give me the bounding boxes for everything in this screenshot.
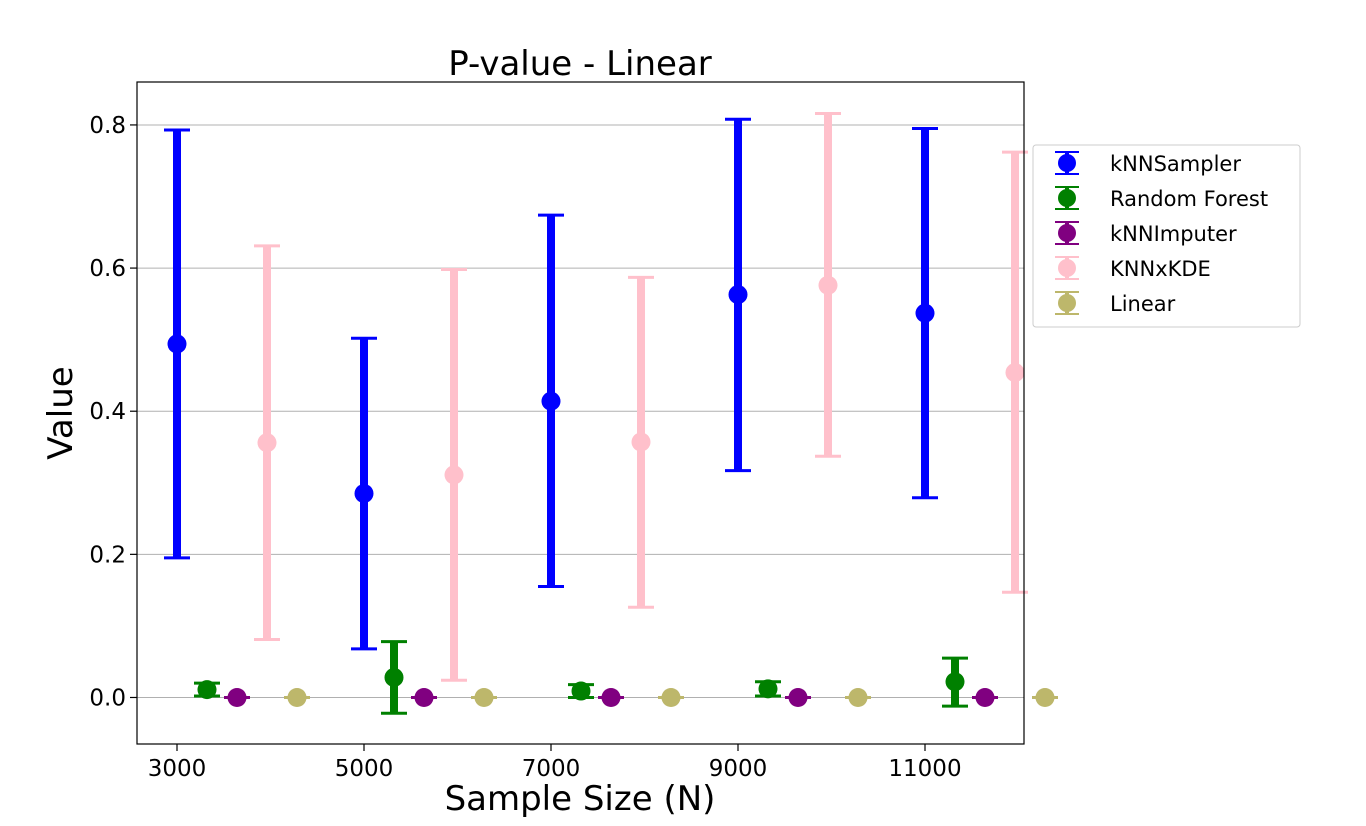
grid-lines [137, 124, 1024, 698]
plot-frame [136, 81, 1025, 745]
mean-point [758, 679, 778, 699]
y-ticks: 0.0 0.2 0.4 0.6 0.8 [89, 113, 137, 711]
legend-marker-dot [1058, 259, 1076, 277]
mean-point [444, 465, 464, 485]
legend-frame [1032, 144, 1301, 328]
mean-point [354, 484, 374, 504]
x-ticks: 3000 5000 7000 9000 11000 [148, 744, 962, 782]
mean-point [227, 687, 247, 707]
legend-marker-dot [1058, 189, 1076, 207]
legend-marker-dot [1058, 224, 1076, 242]
legend-item: KNNxKDE [1055, 256, 1211, 281]
mean-point [788, 687, 808, 707]
mean-point [384, 667, 404, 687]
mean-point [915, 303, 935, 323]
y-tick-label: 0.4 [89, 399, 126, 425]
y-tick-label: 0.0 [89, 685, 126, 711]
x-axis-label: Sample Size (N) [445, 779, 716, 819]
legend-marker-dot [1058, 294, 1076, 312]
mean-point [631, 432, 651, 452]
x-tick-label: 5000 [335, 756, 394, 782]
mean-point [728, 285, 748, 305]
mean-point [414, 687, 434, 707]
mean-point [1005, 363, 1025, 383]
mean-point [975, 687, 995, 707]
mean-point [571, 681, 591, 701]
chart-title: P-value - Linear [448, 44, 712, 84]
x-tick-label: 9000 [709, 756, 768, 782]
mean-point [601, 687, 621, 707]
y-tick-label: 0.6 [89, 256, 126, 282]
mean-point [945, 672, 965, 692]
y-tick-label: 0.2 [89, 542, 126, 568]
mean-point [167, 334, 187, 354]
legend-item: Random Forest [1055, 186, 1268, 211]
mean-points [167, 275, 1055, 707]
legend-marker-dot [1058, 154, 1076, 172]
legend-item: Linear [1055, 291, 1176, 316]
mean-point [1035, 687, 1055, 707]
mean-point [287, 687, 307, 707]
legend-label: kNNSampler [1110, 152, 1241, 176]
mean-point [474, 687, 494, 707]
mean-point [197, 680, 217, 700]
mean-point [661, 687, 681, 707]
legend-label: KNNxKDE [1110, 257, 1211, 281]
legend-label: Linear [1110, 292, 1176, 316]
mean-point [257, 433, 277, 453]
x-tick-label: 7000 [522, 756, 581, 782]
legend-label: Random Forest [1110, 187, 1268, 211]
legend-label: kNNImputer [1110, 222, 1237, 246]
legend-item: kNNImputer [1055, 221, 1237, 246]
mean-point [848, 687, 868, 707]
legend: kNNSampler Random Forest kNNImputer KNNxKDE… [1032, 144, 1301, 328]
x-tick-label: 3000 [148, 756, 207, 782]
legend-item: kNNSampler [1055, 151, 1241, 176]
mean-point [541, 391, 561, 411]
y-tick-label: 0.8 [89, 113, 126, 139]
error-bars [164, 111, 1058, 715]
x-tick-label: 11000 [888, 756, 961, 782]
y-axis-label: Value [41, 366, 81, 459]
mean-point [818, 275, 838, 295]
